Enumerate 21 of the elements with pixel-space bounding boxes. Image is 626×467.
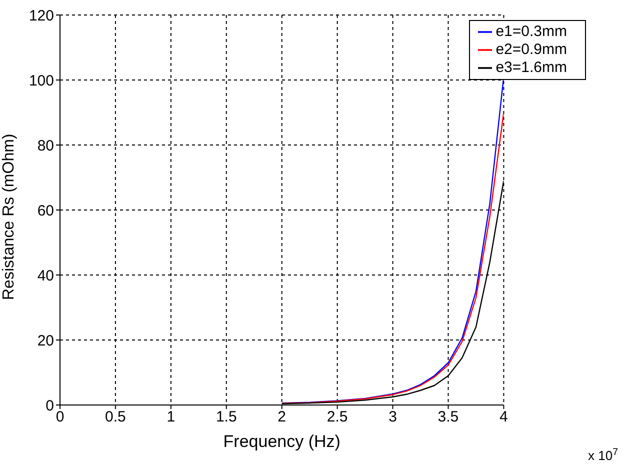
y-tick-label: 120 — [28, 7, 54, 24]
x-tick-label: 0.5 — [105, 408, 126, 426]
y-tick-label: 0 — [46, 397, 54, 414]
y-tick-label: 40 — [37, 267, 54, 284]
legend-label: e2=0.9mm — [496, 41, 567, 58]
y-tick-label: 20 — [37, 332, 54, 350]
x-tick-label: 1 — [166, 408, 176, 426]
y-axis-title: Resistance Rs (mOhm) — [0, 134, 18, 300]
x-tick-label: 3.5 — [438, 408, 459, 426]
x-tick-label: 4 — [500, 408, 508, 426]
x-tick-label: 3 — [388, 408, 397, 426]
x-tick-label: 2.5 — [326, 408, 348, 426]
text: x 10$^{7}$ — [588, 446, 618, 463]
y-tick-label: 100 — [28, 72, 54, 90]
x-tick-label: 1.5 — [216, 408, 237, 426]
y-tick-label: 80 — [37, 137, 54, 154]
x-axis-title: Frequency (Hz) — [223, 432, 340, 451]
legend-label: e1=0.3mm — [496, 23, 567, 40]
y-tick-label: 60 — [37, 202, 54, 220]
legend-label: e3=1.6mm — [496, 59, 567, 76]
x-tick-label: 2 — [278, 408, 286, 426]
